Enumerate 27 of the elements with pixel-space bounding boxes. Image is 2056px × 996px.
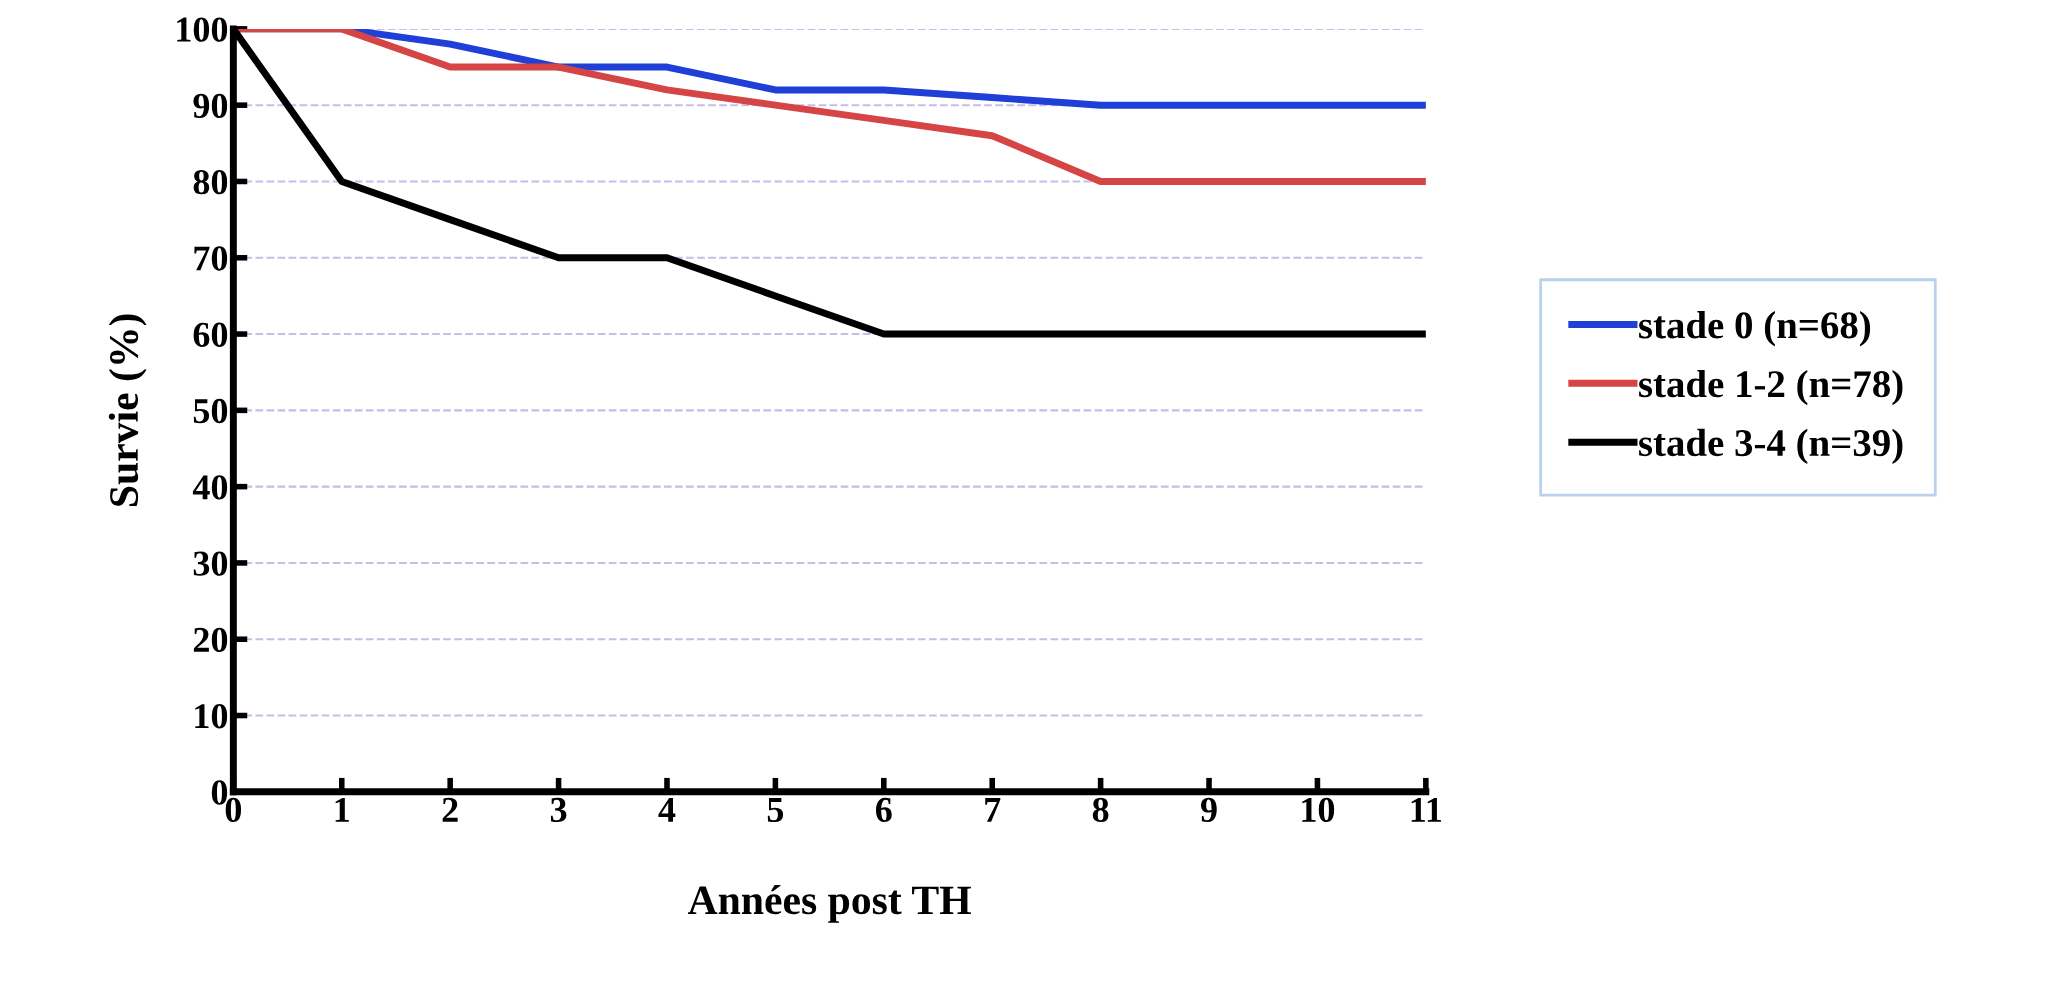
y-tick-label: 0 xyxy=(211,780,228,805)
y-tick-label: 10 xyxy=(195,704,228,729)
y-tick-label: 90 xyxy=(193,93,228,119)
y-tick-label: 30 xyxy=(193,551,228,576)
x-tick-label: 3 xyxy=(550,797,567,823)
y-tick-label: 40 xyxy=(192,475,228,500)
legend-label: stade 1-2 (n=78) xyxy=(1639,369,1903,406)
x-tick-label: 4 xyxy=(658,797,676,822)
x-tick-label: 9 xyxy=(1200,797,1217,823)
legend-label: stade 3-4 (n=39) xyxy=(1639,428,1903,465)
x-tick-label: 10 xyxy=(1302,797,1335,823)
y-tick-label: 60 xyxy=(193,322,228,347)
x-tick-label: 8 xyxy=(1092,797,1109,823)
y-tick-label: 100 xyxy=(177,17,228,42)
x-tick-label: 5 xyxy=(767,798,784,823)
y-axis-title: Survie (%) xyxy=(108,314,147,506)
x-tick-label: 7 xyxy=(985,798,1001,822)
x-tick-label: 11 xyxy=(1411,797,1442,822)
y-tick-label: 70 xyxy=(194,246,228,271)
x-axis-title: Années post TH xyxy=(687,884,971,923)
x-tick-label: 6 xyxy=(876,797,892,823)
x-tick-label: 2 xyxy=(442,797,458,822)
x-tick-label: 1 xyxy=(335,797,349,822)
legend-label: stade 0 (n=68) xyxy=(1639,311,1871,347)
y-tick-label: 50 xyxy=(193,398,228,424)
y-tick-label: 80 xyxy=(193,169,228,195)
y-tick-label: 20 xyxy=(193,627,228,653)
